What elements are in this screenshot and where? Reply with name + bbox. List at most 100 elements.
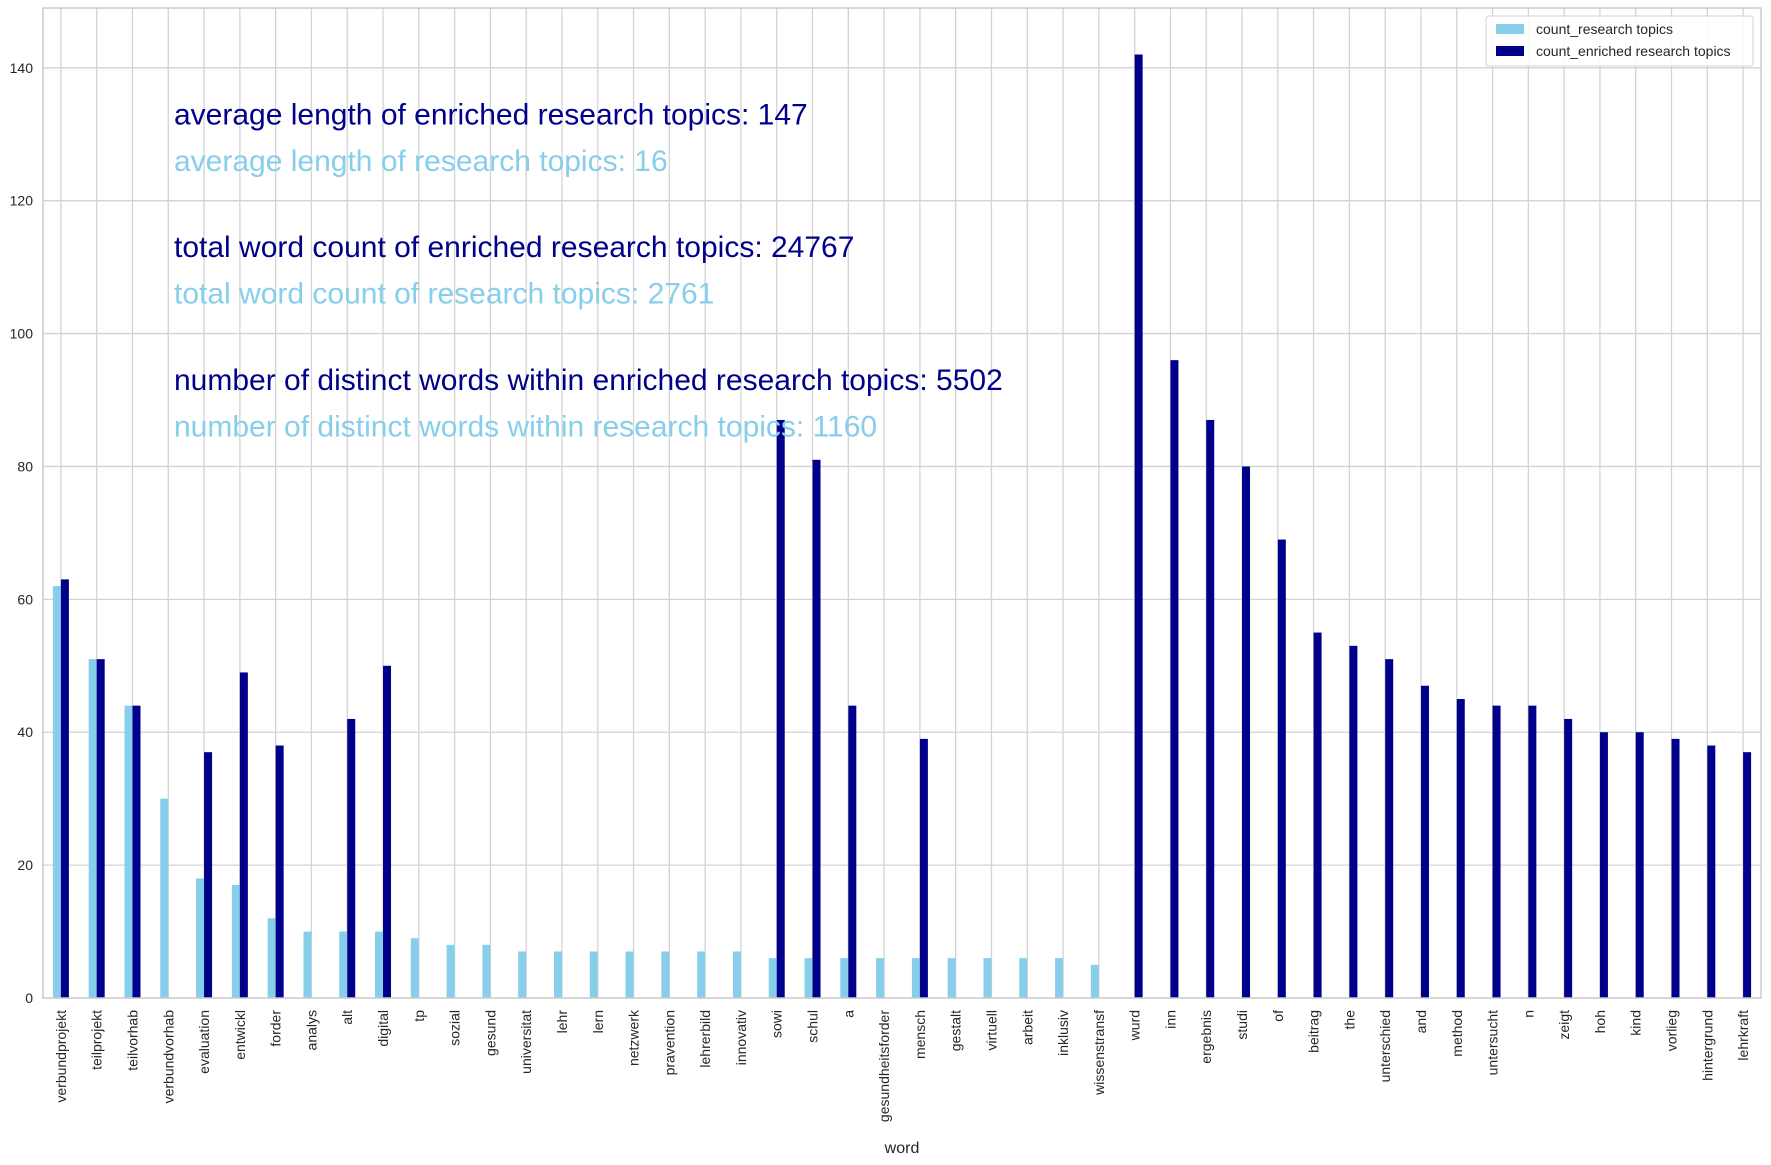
annotation-text: total word count of research topics: 276…	[174, 278, 714, 311]
bar-enriched-research-topics	[1635, 732, 1644, 998]
legend: count_research topics count_enriched rese…	[1485, 15, 1754, 67]
bar-research-topics	[160, 798, 169, 998]
bar-research-topics	[124, 705, 133, 998]
x-tick-label: lehrkraft	[1735, 1010, 1751, 1061]
bar-research-topics	[911, 958, 920, 998]
x-tick-label: zeigt	[1556, 1010, 1572, 1040]
annotation-text: total word count of enriched research to…	[174, 231, 854, 264]
x-tick-label: verbundvorhab	[160, 1010, 176, 1104]
x-tick-label: hintergrund	[1699, 1010, 1715, 1081]
bar-enriched-research-topics	[383, 665, 392, 998]
x-tick-label: and	[1413, 1010, 1429, 1033]
x-tick-label: unterschied	[1377, 1010, 1393, 1082]
x-tick-label: mensch	[912, 1010, 928, 1059]
x-tick-label: ergebnis	[1198, 1010, 1214, 1064]
bar-research-topics	[1019, 958, 1028, 998]
bar-enriched-research-topics	[1420, 685, 1429, 998]
x-tick-label: studi	[1234, 1010, 1250, 1040]
x-tick-label: arbeit	[1019, 1010, 1035, 1045]
x-tick-label: of	[1270, 1010, 1286, 1022]
x-tick-label: evaluation	[196, 1010, 212, 1074]
bar-enriched-research-topics	[1170, 360, 1179, 998]
x-tick-label: lehrerbild	[697, 1010, 713, 1068]
x-tick-label: gesundheitsforder	[876, 1010, 892, 1122]
x-tick-label: alt	[339, 1010, 355, 1025]
x-tick-label: analys	[303, 1010, 319, 1050]
bar-enriched-research-topics	[1492, 705, 1501, 998]
bar-research-topics	[482, 944, 491, 998]
annotation-text: number of distinct words within research…	[174, 411, 877, 444]
legend-box	[1485, 15, 1754, 67]
legend-label: count_enriched research topics	[1536, 43, 1731, 59]
bar-enriched-research-topics	[1242, 466, 1251, 998]
y-tick-label: 140	[10, 60, 34, 76]
bar-research-topics	[589, 951, 598, 998]
annotation-text: average length of enriched research topi…	[174, 98, 808, 131]
x-tick-label: vorlieg	[1664, 1010, 1680, 1051]
bar-enriched-research-topics	[776, 419, 785, 999]
x-tick-label: virtuell	[983, 1010, 999, 1050]
x-tick-label: sowi	[769, 1010, 785, 1038]
x-tick-label: schul	[805, 1010, 821, 1043]
bar-enriched-research-topics	[1313, 632, 1322, 998]
x-axis-ticks: verbundprojekt teilprojekt teilvorhab verbu…	[53, 1009, 1751, 1122]
bar-research-topics	[661, 951, 670, 998]
y-tick-label: 60	[17, 591, 33, 607]
bar-enriched-research-topics	[1743, 752, 1752, 998]
bars-layer	[52, 54, 1752, 999]
x-tick-label: sozial	[447, 1010, 463, 1046]
x-tick-label: innovativ	[733, 1010, 749, 1065]
bar-research-topics	[518, 951, 527, 998]
bar-research-topics	[231, 885, 240, 998]
bar-research-topics	[804, 958, 813, 998]
bar-enriched-research-topics	[1456, 699, 1465, 998]
x-tick-label: kind	[1628, 1010, 1644, 1036]
y-tick-label: 0	[25, 990, 33, 1006]
bar-enriched-research-topics	[1206, 419, 1215, 999]
x-tick-label: netzwerk	[626, 1009, 642, 1066]
legend-swatch	[1496, 46, 1524, 56]
annotation-text: average length of research topics: 16	[174, 145, 668, 178]
y-tick-label: 100	[10, 326, 34, 342]
bar-research-topics	[697, 951, 706, 998]
bar-research-topics	[1090, 964, 1099, 998]
x-tick-label: verbundprojekt	[53, 1010, 69, 1103]
bar-research-topics	[375, 931, 384, 998]
bar-enriched-research-topics	[60, 579, 69, 998]
legend-label: count_research topics	[1536, 21, 1673, 37]
y-axis-ticks: 0 20 40 60 80 100 120 140	[10, 60, 34, 1006]
bar-research-topics	[446, 944, 455, 998]
x-tick-label: the	[1341, 1010, 1357, 1030]
bar-research-topics	[339, 931, 348, 998]
bar-enriched-research-topics	[1564, 718, 1573, 998]
y-tick-label: 120	[10, 193, 34, 209]
x-tick-label: pravention	[661, 1010, 677, 1075]
bar-research-topics	[625, 951, 634, 998]
y-tick-label: 40	[17, 724, 33, 740]
bar-research-topics	[768, 958, 777, 998]
x-tick-label: gestalt	[948, 1010, 964, 1051]
x-axis-label: word	[884, 1140, 920, 1157]
bar-research-topics	[876, 958, 885, 998]
x-tick-label: method	[1449, 1010, 1465, 1057]
plot-frame	[42, 7, 1762, 999]
bar-enriched-research-topics	[812, 459, 821, 998]
bar-enriched-research-topics	[239, 672, 248, 998]
x-tick-label: universitat	[518, 1010, 534, 1074]
x-tick-label: wurd	[1127, 1010, 1143, 1041]
y-tick-label: 20	[17, 857, 33, 873]
bar-research-topics	[88, 659, 97, 998]
bar-enriched-research-topics	[204, 752, 213, 998]
x-tick-label: tp	[411, 1010, 427, 1022]
x-tick-label: digital	[375, 1010, 391, 1047]
bar-research-topics	[52, 586, 61, 998]
x-tick-label: forder	[268, 1010, 284, 1047]
x-tick-label: inklusiv	[1055, 1010, 1071, 1056]
x-tick-label: n	[1520, 1010, 1536, 1018]
bar-research-topics	[267, 918, 276, 998]
bar-research-topics	[553, 951, 562, 998]
bar-enriched-research-topics	[1599, 732, 1608, 998]
x-tick-label: inn	[1162, 1010, 1178, 1029]
bar-enriched-research-topics	[132, 705, 141, 998]
